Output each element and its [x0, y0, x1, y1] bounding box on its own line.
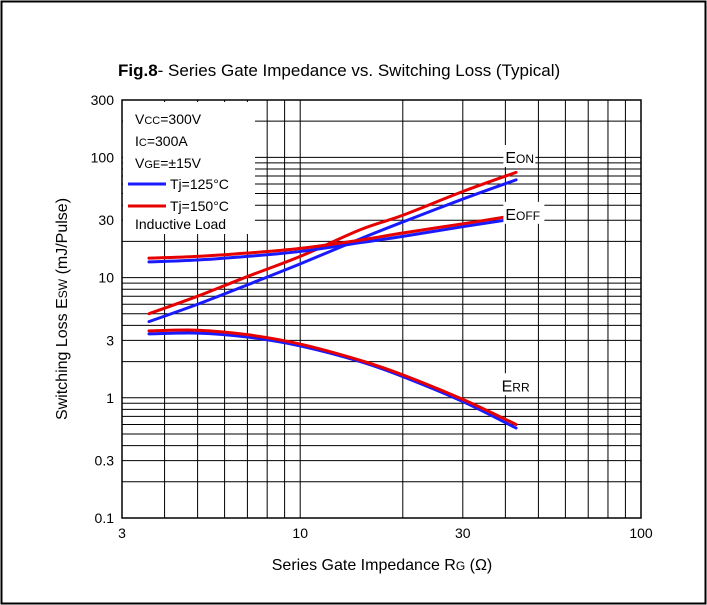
series-line-err-150 — [147, 328, 518, 426]
x-axis-label-sub: G — [456, 559, 465, 573]
inductive-load-note: Inductive Load — [135, 216, 226, 232]
y-tick-label: 10 — [98, 270, 114, 286]
legend-label: Tj=125°C — [170, 176, 229, 192]
curve-label-background — [503, 145, 536, 168]
plot-border — [121, 99, 642, 519]
y-tick-label: 100 — [91, 149, 115, 165]
series-line-eon-150 — [147, 170, 518, 316]
y-axis-label-unit: (mJ/Pulse) — [54, 198, 71, 279]
chart-title: Fig.8- Series Gate Impedance vs. Switchi… — [118, 61, 560, 80]
y-tick-label: 0.3 — [95, 453, 115, 469]
series-line-err-125 — [147, 331, 518, 430]
series-line-eon-125 — [147, 178, 518, 324]
x-axis-label: Series Gate Impedance RG (Ω) — [272, 557, 493, 574]
y-tick-label: 300 — [91, 92, 115, 108]
y-tick-label: 0.1 — [95, 510, 115, 526]
y-axis-label-sub: SW — [56, 278, 70, 298]
x-tick-label: 100 — [629, 525, 653, 541]
chart-title-bold: Fig.8 — [118, 61, 158, 80]
x-axis-label-unit: (Ω) — [465, 557, 492, 574]
y-axis-label: Switching Loss ESW (mJ/Pulse) — [54, 198, 71, 420]
condition-text: VCC=300V — [135, 111, 202, 127]
y-tick-label: 30 — [98, 212, 114, 228]
legend-background — [123, 102, 255, 234]
curves — [147, 170, 518, 430]
y-tick-label: 3 — [106, 332, 114, 348]
chart-title-rest: - Series Gate Impedance vs. Switching Lo… — [158, 61, 561, 80]
series-line-eoff-125 — [147, 217, 518, 264]
curve-label-on: EON — [505, 150, 534, 167]
curve-label-background — [499, 373, 532, 396]
curve-labels: EON EOFF ERR — [499, 145, 545, 396]
x-tick-label: 3 — [118, 525, 126, 541]
x-axis-label-main: Series Gate Impedance R — [272, 557, 456, 574]
condition-text: VGE=±15V — [135, 155, 202, 171]
condition-text: IC=300A — [135, 133, 188, 149]
legend-label: Tj=150°C — [170, 198, 229, 214]
y-tick-label: 1 — [106, 390, 114, 406]
legend: Tj=125°C Tj=150°C — [128, 176, 229, 214]
x-tick-label: 10 — [292, 525, 308, 541]
curve-label-rr: ERR — [502, 378, 530, 395]
y-axis-label-main: Switching Loss E — [54, 298, 71, 420]
curve-label-background — [503, 201, 545, 224]
grid — [122, 100, 641, 518]
x-tick-label: 30 — [455, 525, 471, 541]
tick-labels: 3 10 30 100 0.1 0.3 1 3 10 30 100 300 — [91, 92, 653, 541]
conditions-block: VCC=300V IC=300A VGE=±15V — [135, 111, 202, 171]
curve-label-off: EOFF — [505, 207, 540, 224]
series-line-eoff-150 — [147, 213, 518, 260]
